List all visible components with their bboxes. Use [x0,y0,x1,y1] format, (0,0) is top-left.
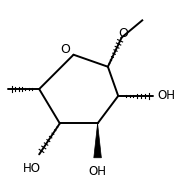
Polygon shape [94,123,101,158]
Text: OH: OH [89,165,107,178]
Text: HO: HO [23,162,41,175]
Text: O: O [118,27,128,40]
Text: OH: OH [158,89,176,102]
Text: O: O [60,43,70,56]
